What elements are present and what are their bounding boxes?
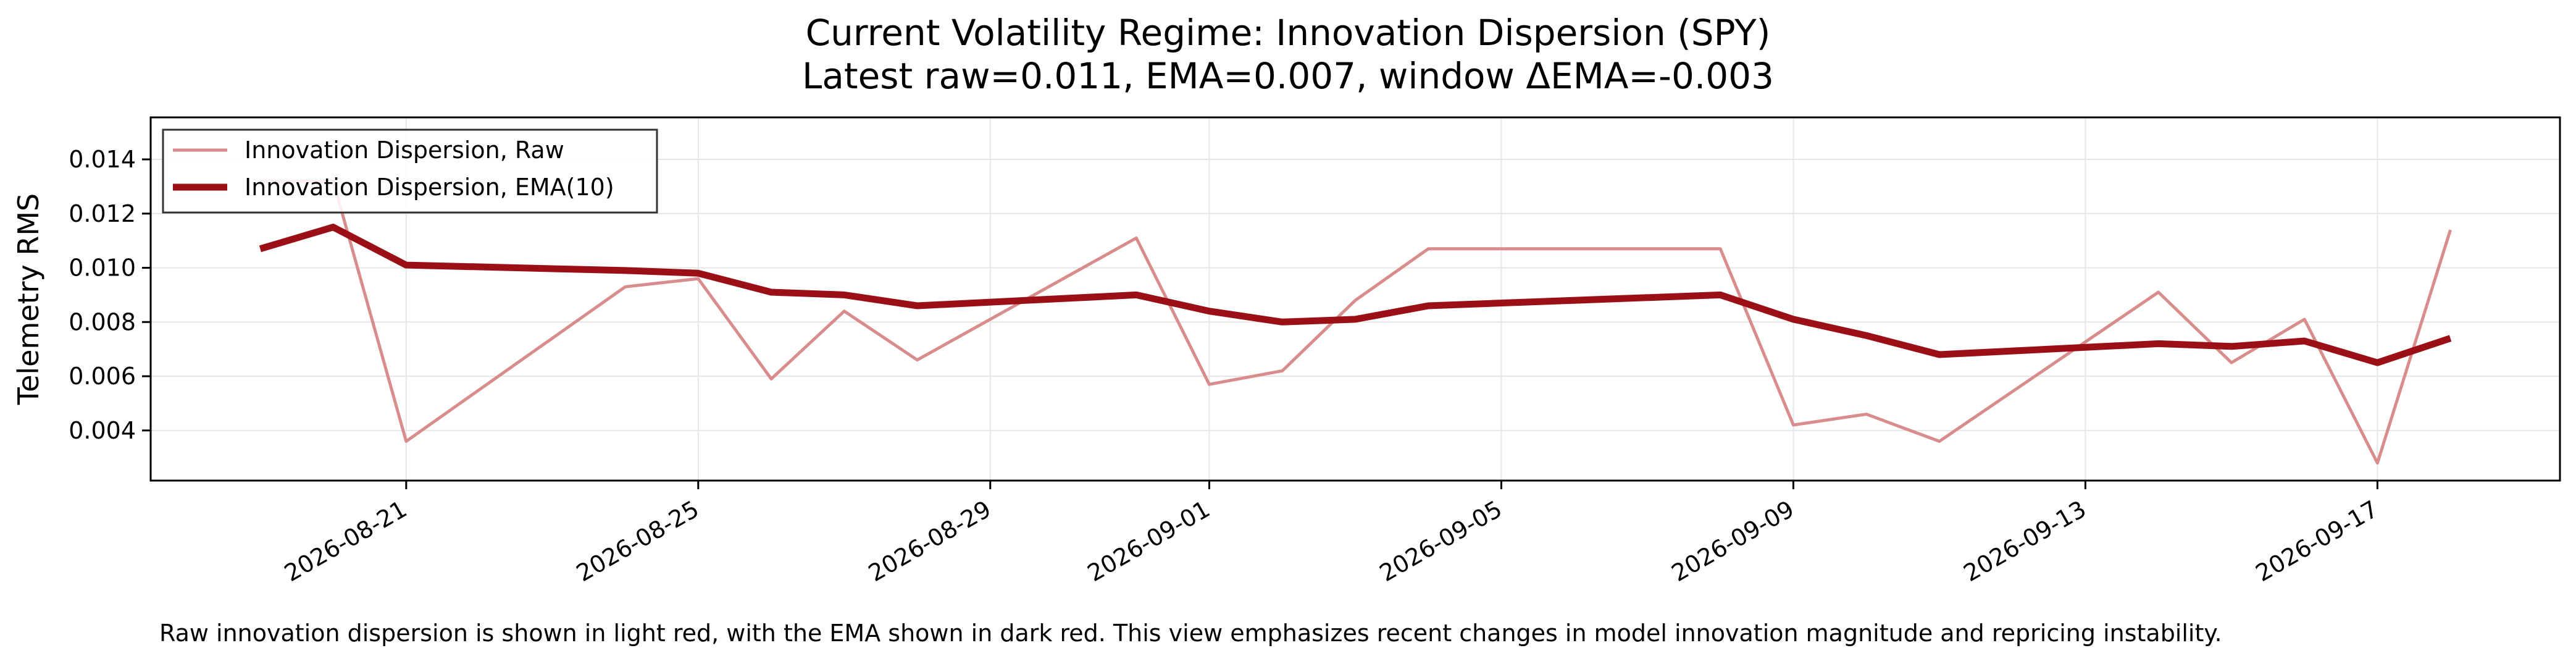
y-axis: 0.004 0.006 0.008 0.010 0.012 0.014 [69,146,151,444]
x-tick-label: 2026-09-13 [1959,495,2091,587]
legend-label: Innovation Dispersion, EMA(10) [245,174,614,201]
y-axis-label: Telemetry RMS [12,193,45,405]
y-tick-label: 0.006 [69,363,136,390]
legend-label: Innovation Dispersion, Raw [245,137,564,164]
x-tick-label: 2026-08-25 [572,495,703,587]
y-tick-label: 0.014 [69,146,136,173]
chart-title: Current Volatility Regime: Innovation Di… [805,12,1771,54]
plot-frame [149,116,2561,482]
x-tick-label: 2026-09-17 [2251,495,2383,587]
ema-series-line [259,224,2452,366]
legend-box [162,128,658,214]
raw-series-line [260,179,2452,465]
y-tick-label: 0.010 [69,255,136,282]
x-axis: 2026-08-21 2026-08-25 2026-08-29 2026-09-01… [280,481,2383,587]
x-tick-label: 2026-08-21 [280,495,411,587]
y-tick-label: 0.012 [69,200,136,227]
series-lines [259,179,2452,465]
line-chart: 2026-08-21 2026-08-25 2026-08-29 2026-09-01… [12,116,2561,587]
x-tick-label: 2026-08-29 [864,495,995,587]
legend: Innovation Dispersion, Raw Innovation Dis… [162,128,658,214]
x-tick-label: 2026-09-05 [1375,495,1507,587]
x-tick-label: 2026-09-01 [1083,495,1215,587]
chart-caption: Raw innovation dispersion is shown in li… [159,620,2222,647]
chart-subtitle: Latest raw=0.011, EMA=0.007, window ΔEMA… [802,55,1774,97]
x-tick-label: 2026-09-09 [1667,495,1799,587]
y-tick-label: 0.008 [69,308,136,335]
y-tick-label: 0.004 [69,417,136,444]
